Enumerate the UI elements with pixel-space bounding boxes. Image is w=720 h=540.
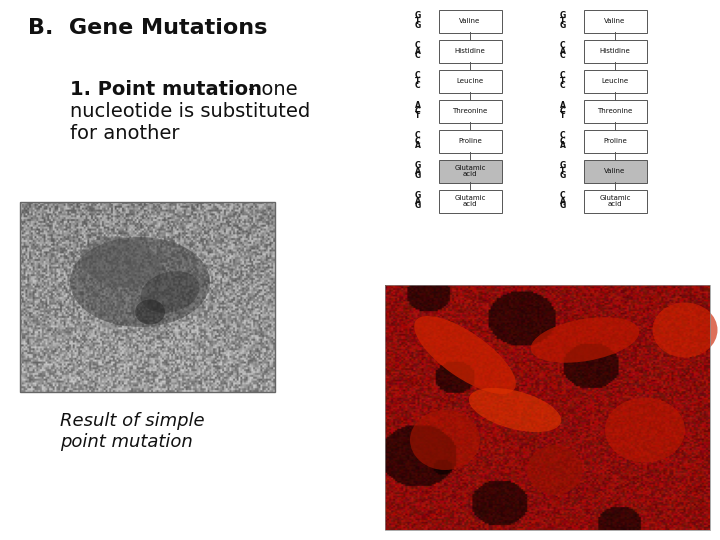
Ellipse shape (81, 237, 160, 288)
Text: G: G (415, 22, 421, 30)
Text: C: C (560, 132, 566, 140)
FancyBboxPatch shape (583, 70, 647, 92)
Text: A: A (560, 141, 566, 151)
Text: Glutamic
acid: Glutamic acid (454, 195, 486, 207)
FancyBboxPatch shape (438, 39, 502, 63)
Text: G: G (415, 11, 421, 21)
Text: Valine: Valine (459, 18, 481, 24)
Text: Proline: Proline (603, 138, 627, 144)
Text: for another: for another (70, 124, 179, 143)
Text: C: C (560, 106, 566, 116)
Ellipse shape (135, 300, 165, 325)
FancyBboxPatch shape (583, 130, 647, 152)
FancyBboxPatch shape (583, 99, 647, 123)
Text: C: C (415, 132, 420, 140)
Ellipse shape (410, 410, 480, 470)
Text: C: C (560, 192, 566, 200)
Text: G: G (415, 172, 421, 180)
FancyBboxPatch shape (583, 190, 647, 213)
Text: A: A (415, 197, 421, 206)
Text: B.  Gene Mutations: B. Gene Mutations (28, 18, 267, 38)
Text: C: C (415, 42, 420, 51)
FancyBboxPatch shape (438, 190, 502, 213)
Text: Histidine: Histidine (454, 48, 485, 54)
Ellipse shape (469, 388, 561, 432)
Text: C: C (415, 137, 420, 145)
Ellipse shape (528, 445, 582, 495)
Text: Threonine: Threonine (452, 108, 487, 114)
Bar (20, 202, 275, 392)
Text: Result of simple
point mutation: Result of simple point mutation (60, 412, 204, 451)
Text: G: G (560, 172, 566, 180)
Ellipse shape (414, 316, 516, 394)
Ellipse shape (140, 271, 199, 313)
Ellipse shape (652, 302, 718, 357)
FancyBboxPatch shape (438, 130, 502, 152)
Text: nucleotide is substituted: nucleotide is substituted (70, 102, 310, 121)
Text: - one: - one (248, 80, 297, 99)
Text: T: T (415, 77, 420, 85)
Text: Valine: Valine (604, 168, 626, 174)
Text: Leucine: Leucine (456, 78, 484, 84)
Text: G: G (560, 11, 566, 21)
Text: Leucine: Leucine (601, 78, 629, 84)
FancyBboxPatch shape (438, 10, 502, 32)
Text: G: G (560, 161, 566, 171)
Text: Proline: Proline (458, 138, 482, 144)
Text: A: A (560, 197, 566, 206)
Text: Glutamic
acid: Glutamic acid (454, 165, 486, 177)
Text: A: A (560, 102, 566, 111)
FancyBboxPatch shape (583, 39, 647, 63)
Text: Histidine: Histidine (600, 48, 631, 54)
Ellipse shape (70, 237, 210, 327)
Text: T: T (560, 17, 565, 25)
Text: 1. Point mutation: 1. Point mutation (70, 80, 262, 99)
Text: C: C (560, 42, 566, 51)
Text: G: G (415, 201, 421, 211)
Ellipse shape (531, 317, 639, 363)
Text: G: G (415, 161, 421, 171)
Ellipse shape (605, 397, 685, 462)
Text: T: T (560, 77, 565, 85)
Text: T: T (415, 111, 420, 120)
FancyBboxPatch shape (438, 70, 502, 92)
Text: C: C (560, 51, 566, 60)
Text: A: A (415, 166, 421, 176)
FancyBboxPatch shape (438, 159, 502, 183)
Text: A: A (415, 102, 421, 111)
Text: C: C (415, 51, 420, 60)
Text: G: G (560, 22, 566, 30)
Text: G: G (415, 192, 421, 200)
Text: C: C (415, 106, 420, 116)
FancyBboxPatch shape (583, 159, 647, 183)
Text: C: C (560, 137, 566, 145)
FancyBboxPatch shape (438, 99, 502, 123)
Text: A: A (415, 141, 421, 151)
Text: C: C (415, 71, 420, 80)
Text: G: G (560, 201, 566, 211)
Text: Valine: Valine (604, 18, 626, 24)
FancyBboxPatch shape (583, 10, 647, 32)
Text: T: T (415, 17, 420, 25)
Text: A: A (415, 46, 421, 56)
Text: C: C (560, 82, 566, 91)
Text: T: T (560, 166, 565, 176)
Text: C: C (415, 82, 420, 91)
Text: Threonine: Threonine (598, 108, 633, 114)
Text: C: C (560, 71, 566, 80)
Text: Glutamic
acid: Glutamic acid (599, 195, 631, 207)
Text: A: A (560, 46, 566, 56)
Bar (385, 285, 710, 530)
Text: T: T (560, 111, 565, 120)
